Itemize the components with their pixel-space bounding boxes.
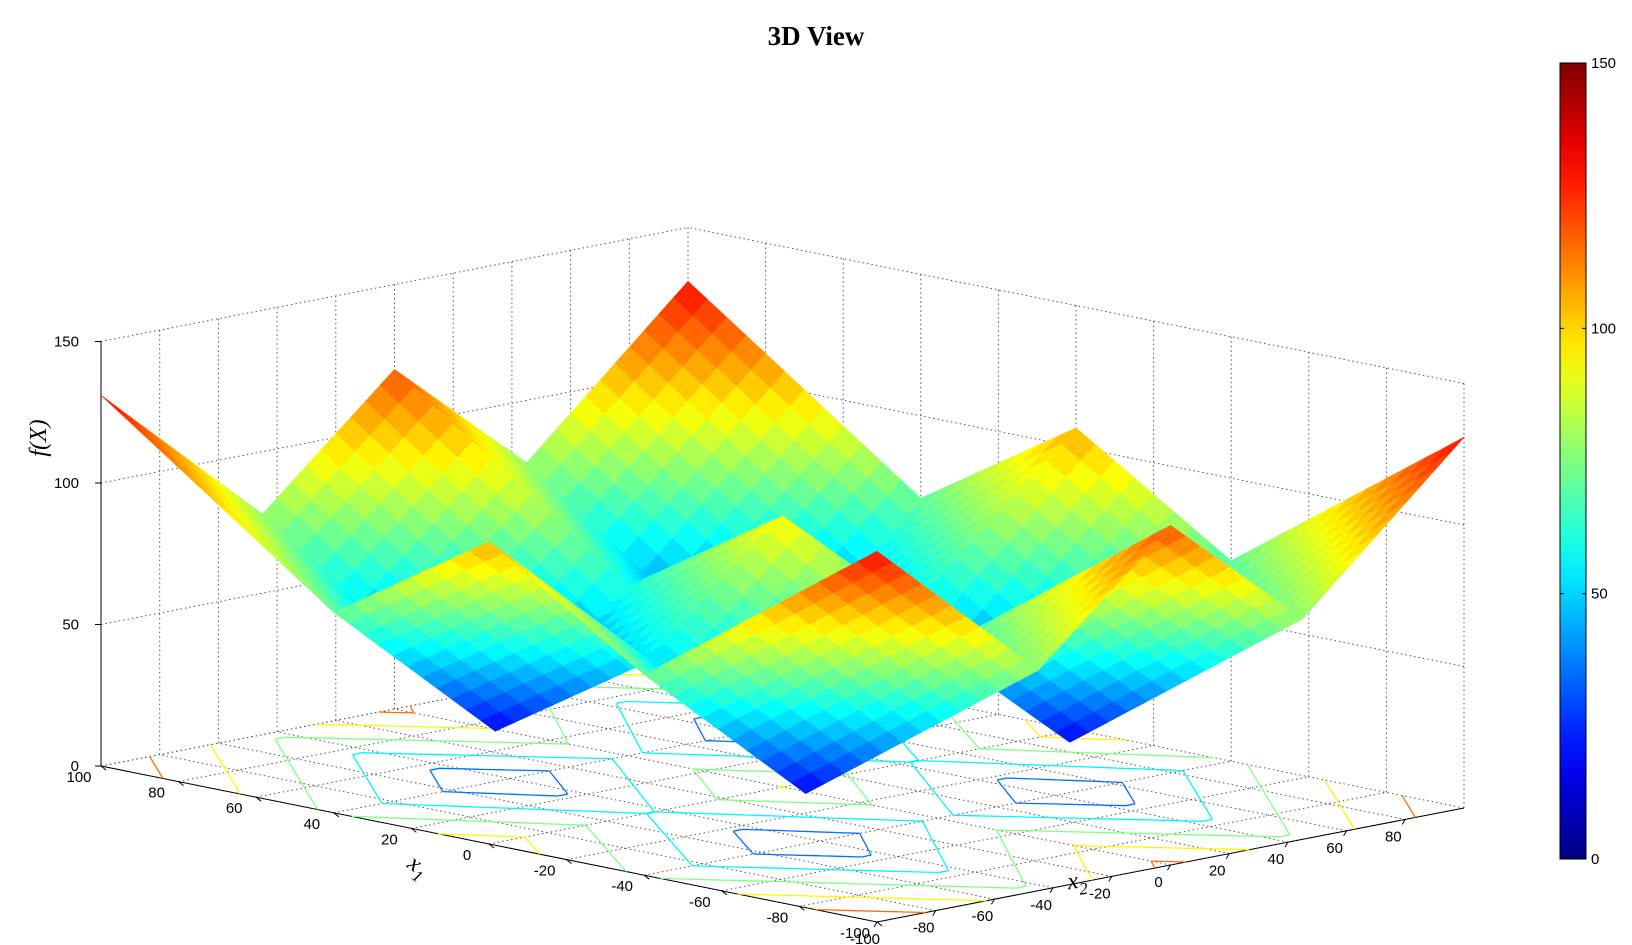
- surface-face: [149, 434, 185, 465]
- floor-grid-line: [629, 662, 1406, 820]
- contour-line: [274, 685, 1291, 889]
- surface-face: [115, 405, 150, 436]
- x1-tick-mark: [721, 890, 728, 896]
- x1-tick-mark: [178, 781, 184, 786]
- y-axis-label-main: x: [1065, 868, 1081, 895]
- x1-tick-mark: [643, 874, 650, 880]
- floor-grid-line: [335, 719, 1112, 877]
- surface-layer: [100, 280, 1465, 794]
- svg-text:x2: x2: [1065, 867, 1090, 901]
- surface-face: [100, 395, 136, 425]
- x1-tick-mark: [333, 812, 340, 818]
- x1-tick-label: -80: [767, 909, 789, 926]
- x1-tick-label: -40: [611, 878, 633, 895]
- x-axis-label: x1: [399, 850, 433, 887]
- floor-grid-line: [159, 754, 936, 912]
- y-axis-label-sub: 2: [1078, 879, 1090, 899]
- x1-tick-mark: [100, 765, 107, 771]
- floor-grid-line: [488, 729, 1077, 845]
- z-tick-label: 0: [71, 758, 79, 775]
- x2-tick-label: -60: [972, 908, 994, 925]
- chart-title: 3D View: [768, 21, 865, 51]
- x1-tick-mark: [411, 828, 417, 833]
- colorbar-bar: [1559, 62, 1587, 860]
- colorbar-tick-label: 0: [1591, 851, 1599, 868]
- x2-tick-mark: [1049, 887, 1054, 894]
- floor-grid-line: [570, 674, 1347, 832]
- x2-tick-mark: [1108, 876, 1113, 882]
- back-grid-line: [100, 227, 689, 342]
- floor-grid-line: [256, 682, 844, 798]
- x1-tick-label: 0: [463, 847, 471, 864]
- back-grid-line: [687, 368, 1465, 526]
- floor-grid-line: [644, 760, 1232, 876]
- z-tick-label: 100: [54, 475, 79, 492]
- x1-tick-mark: [255, 796, 262, 802]
- surface-face: [857, 550, 893, 573]
- colorbar: 0 50 100 150: [1559, 55, 1616, 868]
- back-grid-line: [687, 651, 1465, 809]
- svg-text:x1: x1: [399, 850, 433, 887]
- x1-tick-mark: [566, 859, 572, 864]
- x2-tick-label: 80: [1385, 828, 1402, 845]
- x1-tick-mark: [488, 843, 495, 849]
- z-tick-label: 50: [62, 617, 79, 634]
- x1-tick-label: 40: [303, 816, 320, 833]
- contour-layer: [149, 660, 1416, 914]
- x2-tick-mark: [873, 921, 878, 928]
- x2-tick-mark: [1167, 864, 1171, 871]
- floor-grid-line: [178, 667, 766, 783]
- floor-grid-line: [799, 791, 1387, 907]
- x2-tick-mark: [1284, 841, 1289, 848]
- x2-tick-mark: [1343, 830, 1348, 837]
- surface-face: [120, 413, 155, 443]
- x1-tick-label: -20: [534, 863, 556, 880]
- colorbar-tick-label: 100: [1591, 320, 1616, 337]
- x2-tick-label: 40: [1268, 851, 1285, 868]
- x1-tick-label: 20: [381, 831, 398, 848]
- surface-face: [134, 423, 170, 454]
- x2-tick-label: -40: [1030, 897, 1052, 914]
- back-grid-line: [100, 368, 689, 484]
- x2-tick-mark: [990, 898, 995, 905]
- back-grid-line: [687, 510, 1465, 667]
- floor-grid-line: [453, 697, 1230, 855]
- x1-tick-label: 60: [226, 800, 243, 817]
- x1-tick-label: 100: [66, 769, 91, 786]
- floor-grid-line: [218, 742, 995, 900]
- x1-tick-label: 80: [148, 785, 165, 802]
- back-grid-line: [100, 651, 689, 767]
- z-tick-label: 150: [54, 334, 79, 351]
- floor-grid-line: [333, 698, 921, 814]
- contour-line: [429, 716, 1136, 858]
- x1-tick-label: -60: [689, 894, 711, 911]
- x2-tick-label: -20: [1089, 885, 1111, 902]
- x2-tick-label: -80: [913, 920, 935, 937]
- x1-tick-label: -100: [840, 925, 870, 942]
- floor-grid-line: [721, 776, 1309, 892]
- floor-grid-line: [511, 685, 1288, 843]
- x2-tick-label: -100: [850, 931, 880, 945]
- y-axis-label: x2: [1065, 867, 1090, 901]
- x2-tick-mark: [1401, 819, 1406, 825]
- floor-grid-line: [394, 708, 1171, 866]
- back-grid-line: [100, 510, 689, 625]
- colorbar-tick-label: 150: [1591, 55, 1616, 72]
- x1-tick-mark: [799, 906, 805, 911]
- floor-grid-line: [411, 713, 999, 829]
- z-axis-label: f(X): [26, 419, 52, 456]
- colorbar-tick-label: 50: [1591, 586, 1608, 603]
- floor-grid-line: [566, 745, 1154, 861]
- x2-tick-label: 0: [1154, 874, 1162, 891]
- x2-tick-mark: [1225, 853, 1230, 859]
- x1-tick-mark: [876, 921, 883, 927]
- tick-layer: -100-80-60-40-20020406080100-100-80-60-4…: [54, 334, 1406, 945]
- surface-face: [1429, 437, 1465, 465]
- x2-tick-label: 20: [1209, 863, 1226, 880]
- x2-tick-mark: [932, 910, 937, 916]
- floor-grid-line: [277, 731, 1054, 889]
- back-grid-line: [687, 227, 1465, 384]
- x2-tick-label: 60: [1326, 840, 1343, 857]
